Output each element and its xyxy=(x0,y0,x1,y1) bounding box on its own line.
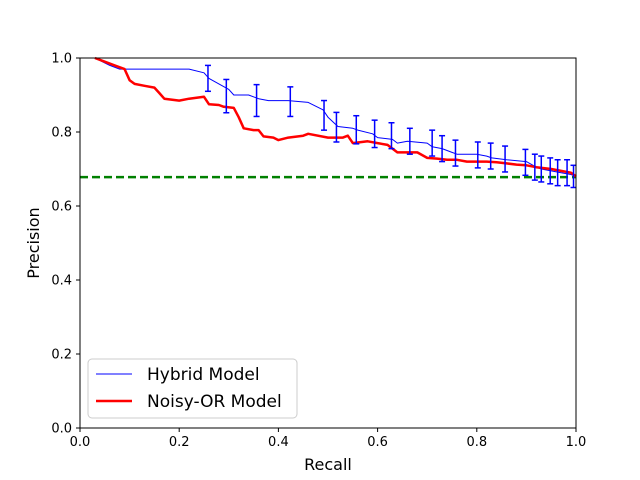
error-bar xyxy=(554,159,561,187)
error-bar xyxy=(204,64,211,93)
error-bar xyxy=(502,145,509,173)
y-tick-label: 1.0 xyxy=(51,52,72,67)
x-axis-label: Recall xyxy=(304,455,352,474)
x-tick-label: 1.0 xyxy=(566,435,587,450)
legend-box xyxy=(87,358,298,419)
error-bar xyxy=(538,155,545,183)
error-bar xyxy=(429,129,436,157)
error-bar xyxy=(487,142,494,170)
error-bar xyxy=(223,78,230,114)
legend-label-noisy-or: Noisy-OR Model xyxy=(147,392,282,412)
x-ticks: 0.0 0.2 0.4 0.6 0.8 1.0 xyxy=(70,428,587,450)
error-bar xyxy=(547,157,554,185)
x-tick-label: 0.2 xyxy=(169,435,190,450)
error-bar xyxy=(564,159,571,187)
legend-label-hybrid: Hybrid Model xyxy=(147,365,260,385)
error-bar xyxy=(388,122,395,150)
error-bar xyxy=(522,148,529,177)
error-bar xyxy=(531,153,538,181)
y-tick-label: 0.2 xyxy=(51,348,72,363)
error-bar xyxy=(287,86,294,118)
y-tick-label: 0.0 xyxy=(51,422,72,437)
y-ticks: 0.0 0.2 0.4 0.6 0.8 1.0 xyxy=(51,52,80,437)
x-tick-label: 0.8 xyxy=(466,435,487,450)
x-tick-label: 0.0 xyxy=(70,435,91,450)
error-bar xyxy=(333,111,340,143)
legend: Hybrid Model Noisy-OR Model xyxy=(87,358,298,419)
error-bar xyxy=(474,141,481,169)
plot-frame xyxy=(79,57,577,429)
error-bar xyxy=(253,83,260,118)
y-tick-label: 0.6 xyxy=(51,200,72,215)
error-bar xyxy=(452,139,459,167)
x-tick-label: 0.6 xyxy=(367,435,388,450)
error-bar xyxy=(353,114,360,145)
x-tick-label: 0.4 xyxy=(268,435,289,450)
y-tick-label: 0.4 xyxy=(51,274,72,289)
error-bar xyxy=(321,99,328,131)
error-bar xyxy=(439,134,446,163)
error-bar xyxy=(371,119,378,149)
y-axis-label: Precision xyxy=(24,207,43,278)
error-bar xyxy=(406,127,413,155)
y-tick-label: 0.8 xyxy=(51,126,72,141)
